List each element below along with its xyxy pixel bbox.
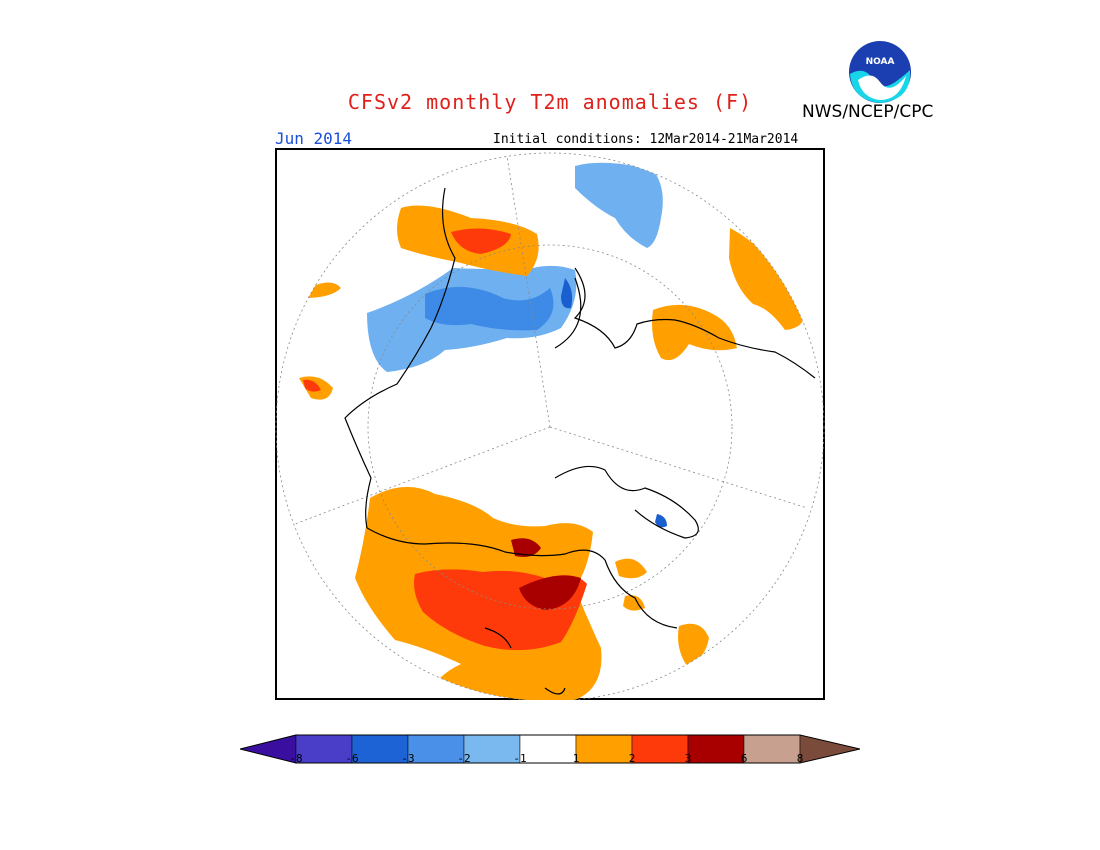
polar-map (275, 148, 825, 700)
colorbar-swatch (687, 734, 745, 764)
organization-label: NWS/NCEP/CPC (802, 102, 934, 122)
initial-conditions: Initial conditions: 12Mar2014-21Mar2014 (493, 132, 799, 147)
warm-anomaly-region (729, 228, 806, 330)
cold-anomaly-region (425, 286, 554, 331)
cold-anomaly-region (655, 514, 667, 528)
colorbar-labels: -8 -6 -3 -2 -1 1 2 3 6 8 (240, 752, 860, 766)
warm-anomaly-region (652, 304, 737, 361)
colorbar-label: -2 (457, 752, 471, 765)
warm-anomaly-region (303, 379, 321, 392)
warm-anomaly-region (615, 558, 647, 579)
cold-anomaly-region (575, 162, 663, 248)
logo-text: NOAA (866, 57, 895, 67)
noaa-logo: NOAA (849, 41, 911, 103)
colorbar-label: 1 (572, 752, 580, 765)
coastlines (344, 187, 816, 695)
colorbar-label: -1 (513, 752, 527, 765)
colorbar-swatch (575, 734, 633, 764)
colorbar-swatch (519, 734, 577, 764)
colorbar-swatch (351, 734, 409, 764)
colorbar-arrow-high (799, 734, 860, 764)
colorbar-label: -3 (401, 752, 415, 765)
colorbar-label: -8 (289, 752, 303, 765)
warm-anomaly-region (511, 538, 541, 557)
warm-anomaly-region (519, 575, 581, 610)
graticule-circle (275, 152, 825, 700)
colorbar-label: 6 (740, 752, 748, 765)
colorbar-swatch (407, 734, 465, 764)
colorbar-label: 2 (628, 752, 636, 765)
cold-anomaly-region (561, 278, 573, 309)
colorbar-label: -6 (345, 752, 359, 765)
colorbar-swatch (463, 734, 521, 764)
graticule-meridian (506, 155, 551, 428)
chart-title: CFSv2 monthly T2m anomalies (F) (347, 90, 753, 114)
colorbar-swatch (631, 734, 689, 764)
forecast-month: Jun 2014 (275, 129, 353, 148)
graticule-meridian (294, 426, 551, 525)
graticule-circle (367, 244, 733, 610)
colorbar-label: 3 (684, 752, 692, 765)
colorbar-label: 8 (796, 752, 804, 765)
warm-anomaly-region (451, 228, 511, 254)
colorbar (240, 734, 860, 764)
